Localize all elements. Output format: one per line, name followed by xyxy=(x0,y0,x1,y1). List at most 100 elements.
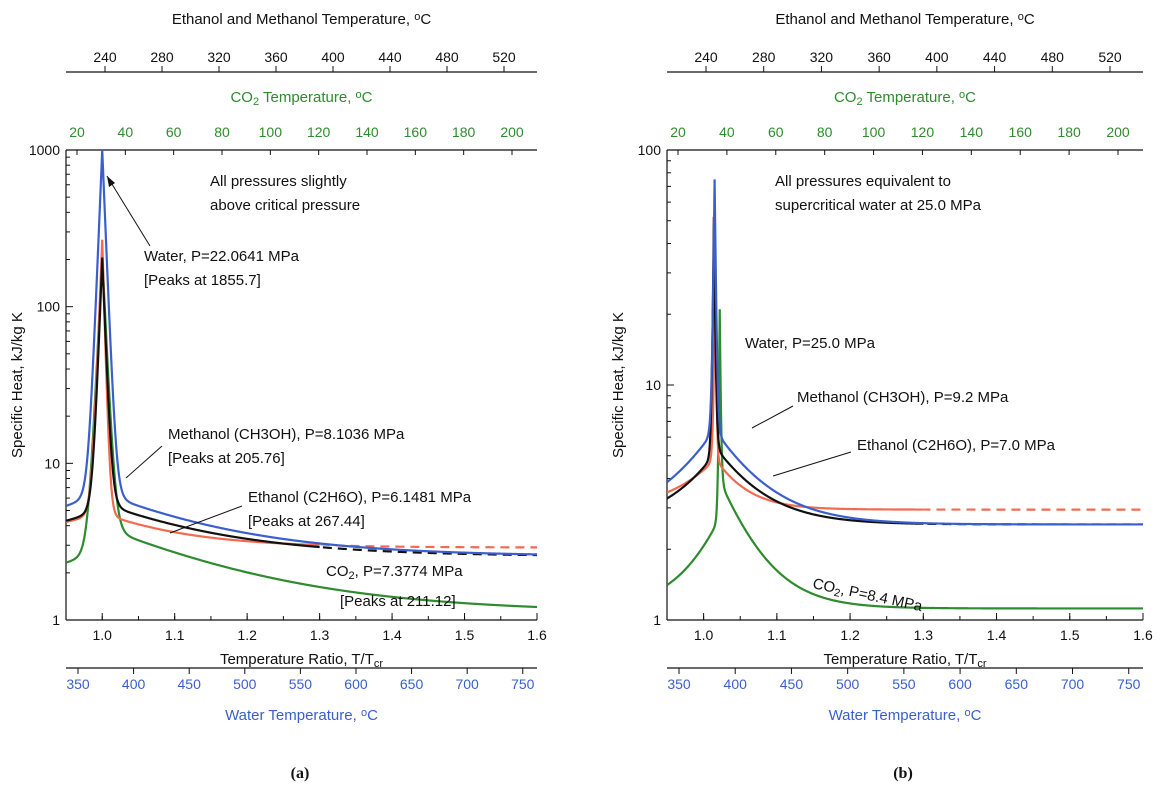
co2-tick-label: 60 xyxy=(166,124,182,140)
panel-caption: (b) xyxy=(893,765,913,782)
text-part: o xyxy=(414,11,420,23)
text-part: o xyxy=(356,89,362,101)
co2-tick-label: 60 xyxy=(768,124,784,140)
note-line-1: All pressures slightly xyxy=(210,173,347,190)
water-tick-label: 650 xyxy=(1005,676,1029,692)
co2-tick-label: 20 xyxy=(69,124,85,140)
co2-tick-label: 20 xyxy=(670,124,686,140)
water-tick-label: 450 xyxy=(178,676,202,692)
text-part: C xyxy=(971,707,982,724)
text-part: Ethanol and Methanol Temperature, xyxy=(775,11,1017,28)
label-ethanol: Ethanol (C2H6O), P=6.1481 MPa xyxy=(248,489,472,506)
water-tick-label: 450 xyxy=(780,676,804,692)
top-axis-label: Ethanol and Methanol Temperature, oC xyxy=(775,11,1035,28)
label-ethanol-peak: [Peaks at 267.44] xyxy=(248,513,365,530)
x-tick-label: 1.6 xyxy=(527,627,547,643)
text-part: C xyxy=(1024,11,1035,28)
top-axis-tick-label: 520 xyxy=(1098,49,1122,65)
co2-tick-label: 100 xyxy=(259,124,283,140)
x-tick-label: 1.3 xyxy=(914,627,934,643)
top-axis-tick-label: 320 xyxy=(810,49,834,65)
co2-tick-label: 120 xyxy=(911,124,935,140)
x-tick-label: 1.2 xyxy=(840,627,860,643)
text-part: CO xyxy=(230,89,253,106)
water-tick-label: 650 xyxy=(400,676,424,692)
text-part: 2 xyxy=(253,96,259,108)
water-tick-label: 400 xyxy=(724,676,748,692)
note-line-2: above critical pressure xyxy=(210,197,360,214)
series-line-water xyxy=(667,179,1143,526)
top-axis-tick-label: 400 xyxy=(321,49,345,65)
x-tick-label: 1.0 xyxy=(694,627,714,643)
text-part: CO xyxy=(811,575,837,596)
top-axis-label: Ethanol and Methanol Temperature, oC xyxy=(172,11,432,28)
water-tick-label: 350 xyxy=(667,676,691,692)
y-tick-label: 100 xyxy=(638,142,662,158)
co2-axis-label: CO2 Temperature, oC xyxy=(230,89,372,108)
text-part: o xyxy=(361,707,367,719)
x-tick-label: 1.5 xyxy=(455,627,475,643)
co2-tick-label: 180 xyxy=(1057,124,1081,140)
top-axis-tick-label: 280 xyxy=(150,49,174,65)
label-co2-peak: [Peaks at 211.12] xyxy=(340,593,456,610)
co2-tick-label: 140 xyxy=(355,124,379,140)
arrowhead-water xyxy=(107,176,115,187)
x-tick-label: 1.1 xyxy=(767,627,787,643)
x-tick-label: 1.0 xyxy=(92,627,112,643)
series-dashed-methanol xyxy=(923,522,1143,526)
top-axis-tick-label: 320 xyxy=(207,49,231,65)
water-tick-label: 500 xyxy=(233,676,257,692)
top-axis-tick-label: 280 xyxy=(752,49,776,65)
co2-axis-label: CO2 Temperature, oC xyxy=(834,89,976,108)
co2-tick-label: 200 xyxy=(500,124,524,140)
top-axis-tick-label: 520 xyxy=(492,49,516,65)
arrow-water xyxy=(106,175,151,247)
top-axis-tick-label: 360 xyxy=(867,49,891,65)
co2-tick-label: 160 xyxy=(1009,124,1033,140)
water-tick-label: 750 xyxy=(511,676,535,692)
text-part: o xyxy=(959,89,965,101)
water-tick-label: 350 xyxy=(66,676,90,692)
text-part: C xyxy=(362,89,373,106)
arrow-methanol xyxy=(751,405,794,429)
top-axis-tick-label: 240 xyxy=(93,49,117,65)
x-tick-label: 1.6 xyxy=(1133,627,1153,643)
water-axis-label: Water Temperature, oC xyxy=(829,707,982,724)
text-part: Temperature, xyxy=(259,89,355,106)
label-co2: CO2, P=8.4 MPa xyxy=(811,575,925,617)
co2-tick-label: 40 xyxy=(118,124,134,140)
water-axis-label: Water Temperature, oC xyxy=(225,707,378,724)
water-tick-label: 700 xyxy=(1061,676,1085,692)
y-tick-label: 1 xyxy=(653,612,661,628)
co2-tick-label: 140 xyxy=(960,124,984,140)
text-part: Temperature Ratio, T/T xyxy=(220,651,374,668)
note-line-1: All pressures equivalent to xyxy=(775,173,951,190)
text-part: 2 xyxy=(856,96,862,108)
label-methanol-peak: [Peaks at 205.76] xyxy=(168,450,285,467)
series-line-co2 xyxy=(667,309,1143,610)
series-dashed-ethanol xyxy=(319,543,537,549)
x-tick-label: 1.1 xyxy=(165,627,185,643)
co2-tick-label: 120 xyxy=(307,124,331,140)
co2-tick-label: 80 xyxy=(214,124,230,140)
text-part: Water Temperature, xyxy=(225,707,361,724)
series-line-methanol xyxy=(66,257,537,557)
top-axis-tick-label: 240 xyxy=(694,49,718,65)
x-tick-label: 1.4 xyxy=(382,627,402,643)
label-ethanol: Ethanol (C2H6O), P=7.0 MPa xyxy=(857,437,1056,454)
text-part: CO xyxy=(834,89,857,106)
text-part: CO xyxy=(326,563,349,580)
text-part: cr xyxy=(374,658,384,670)
label-water: Water, P=25.0 MPa xyxy=(745,335,876,352)
label-water: Water, P=22.0641 MPa xyxy=(144,248,300,265)
text-part: o xyxy=(1018,11,1024,23)
co2-tick-label: 40 xyxy=(719,124,735,140)
x-axis-label: Temperature Ratio, T/Tcr xyxy=(823,651,986,670)
arrow-ethanol xyxy=(169,505,243,534)
co2-tick-label: 200 xyxy=(1106,124,1130,140)
text-part: Temperature Ratio, T/T xyxy=(823,651,977,668)
water-tick-label: 400 xyxy=(122,676,146,692)
label-methanol: Methanol (CH3OH), P=8.1036 MPa xyxy=(168,426,405,443)
